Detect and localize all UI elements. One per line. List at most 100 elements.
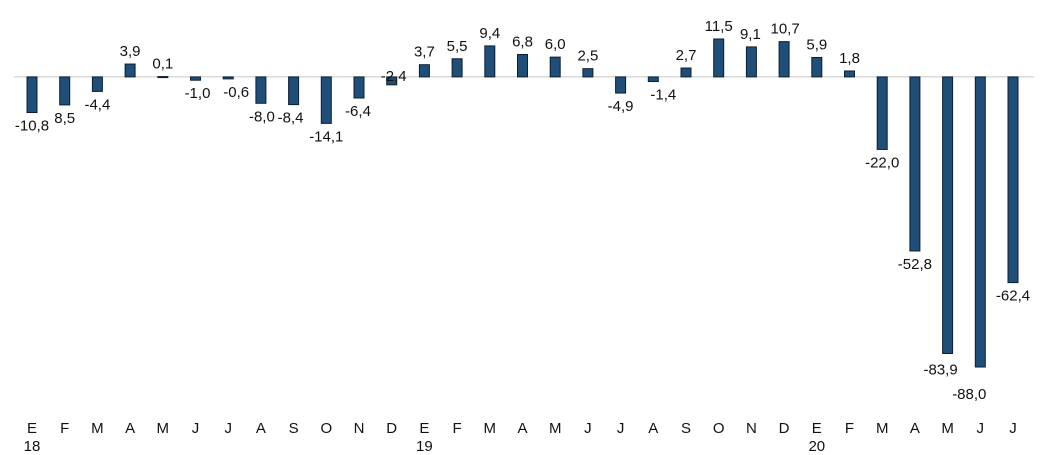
month-label-29: M — [941, 420, 954, 437]
value-label-7: -0,6 — [223, 84, 249, 101]
bar-24 — [778, 41, 790, 78]
month-label-3: M — [91, 420, 104, 437]
bar-2 — [59, 76, 71, 106]
bar-9 — [288, 76, 300, 106]
value-label-28: -52,8 — [898, 256, 932, 273]
month-label-23: N — [746, 420, 757, 437]
month-label-30: J — [977, 420, 985, 437]
month-label-18: J — [584, 420, 592, 437]
value-label-8: -8,0 — [249, 108, 275, 125]
month-label-17: M — [549, 420, 562, 437]
value-label-11: -6,4 — [345, 103, 371, 120]
bar-25 — [811, 56, 823, 78]
month-label-28: A — [910, 420, 920, 437]
bar-3 — [91, 76, 103, 92]
bar-13 — [418, 64, 430, 78]
year-labels-layer: 18 19 20 — [24, 438, 825, 455]
value-label-14: 5,5 — [447, 38, 468, 55]
value-labels-layer: -10,8 8,5-4,43,90,1-1,0 -0,6-8,0 -8,4-14,1-… — [15, 18, 1030, 403]
value-label-12: -2,4 — [381, 68, 407, 85]
bar-7 — [222, 76, 234, 80]
value-label-6: -1,0 — [185, 85, 211, 102]
month-label-21: S — [681, 420, 691, 437]
bar-31 — [1007, 76, 1019, 284]
month-label-13: E — [419, 420, 429, 437]
month-label-15: M — [484, 420, 497, 437]
month-label-19: J — [617, 420, 625, 437]
bars-layer — [26, 38, 1019, 368]
value-label-26: 1,8 — [839, 50, 860, 67]
bar-21 — [680, 67, 692, 78]
bar-11 — [353, 76, 365, 99]
value-label-10: -14,1 — [309, 128, 343, 145]
bar-8 — [255, 76, 267, 104]
value-label-27: -22,0 — [865, 154, 899, 171]
month-label-22: O — [713, 420, 725, 437]
bar-23 — [745, 46, 757, 78]
bar-27 — [876, 76, 888, 150]
bar-14 — [451, 58, 463, 78]
year-label-13: 19 — [416, 438, 433, 455]
bar-20 — [647, 76, 659, 83]
value-label-17: 6,0 — [545, 36, 566, 53]
month-label-24: D — [779, 420, 790, 437]
value-label-23: 9,1 — [740, 26, 761, 43]
year-label-1: 18 — [24, 438, 41, 455]
value-label-2: 8,5 — [54, 110, 75, 127]
month-label-9: S — [289, 420, 299, 437]
value-label-20: -1,4 — [650, 87, 676, 104]
month-label-5: M — [157, 420, 170, 437]
value-label-16: 6,8 — [512, 33, 533, 50]
value-label-19: -4,9 — [608, 98, 634, 115]
bar-10 — [320, 76, 332, 124]
bar-17 — [549, 56, 561, 78]
value-label-4: 3,9 — [120, 43, 141, 60]
value-label-15: 9,4 — [479, 25, 500, 42]
month-label-8: A — [256, 420, 266, 437]
bar-1 — [26, 76, 38, 114]
value-label-22: 11,5 — [705, 18, 733, 35]
value-label-30: -88,0 — [952, 386, 986, 403]
bar-5 — [157, 76, 169, 79]
month-label-26: F — [845, 420, 854, 437]
month-label-14: F — [453, 420, 462, 437]
month-label-20: A — [648, 420, 658, 437]
value-label-31: -62,4 — [996, 288, 1030, 305]
value-label-25: 5,9 — [806, 36, 827, 53]
bar-4 — [124, 63, 136, 78]
value-label-9: -8,4 — [278, 110, 304, 127]
month-label-6: J — [192, 420, 200, 437]
value-label-24: 10,7 — [770, 21, 799, 38]
value-label-13: 3,7 — [414, 44, 435, 61]
month-label-12: D — [386, 420, 397, 437]
month-label-10: O — [320, 420, 332, 437]
value-label-5: 0,1 — [152, 56, 173, 73]
bar-12 — [386, 76, 398, 86]
month-label-27: M — [876, 420, 889, 437]
value-label-21: 2,7 — [676, 47, 697, 64]
bar-16 — [517, 53, 528, 78]
value-label-18: 2,5 — [577, 48, 598, 65]
month-label-4: A — [125, 420, 135, 437]
year-label-25: 20 — [808, 438, 825, 455]
month-label-16: A — [517, 420, 527, 437]
value-label-3: -4,4 — [84, 96, 110, 113]
bar-28 — [909, 76, 921, 252]
bar-22 — [713, 38, 725, 78]
month-label-2: F — [60, 420, 69, 437]
month-label-25: E — [812, 420, 822, 437]
bar-15 — [484, 45, 496, 78]
bar-30 — [974, 76, 986, 368]
bar-19 — [615, 76, 627, 94]
value-label-1: -10,8 — [15, 118, 49, 135]
bar-26 — [844, 70, 855, 78]
month-label-31: J — [1009, 420, 1017, 437]
month-label-1: E — [27, 420, 37, 437]
value-label-29: -83,9 — [923, 361, 957, 378]
month-label-11: N — [354, 420, 365, 437]
bar-18 — [582, 68, 594, 78]
month-label-7: J — [224, 420, 232, 437]
